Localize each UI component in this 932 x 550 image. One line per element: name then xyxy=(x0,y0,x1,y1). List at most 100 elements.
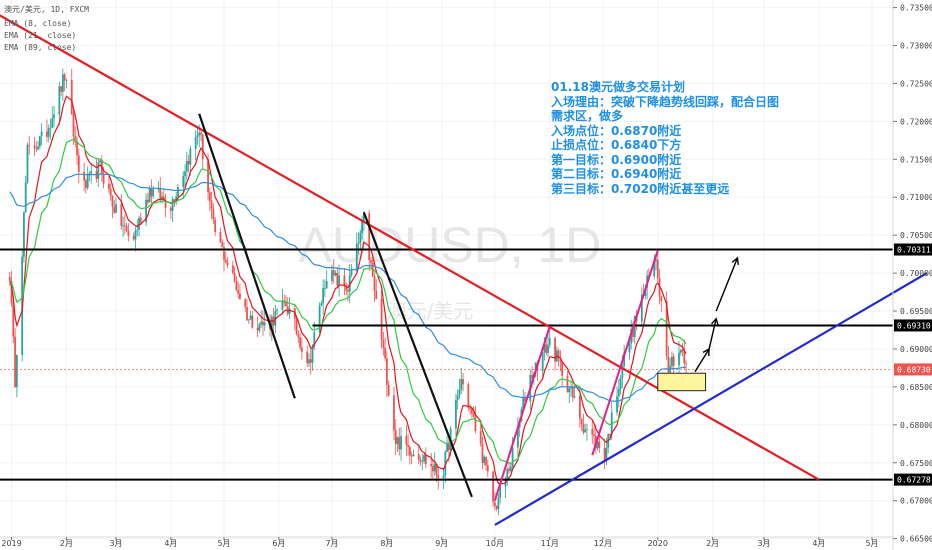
candle-body xyxy=(605,447,608,461)
candle-body xyxy=(348,275,351,292)
candle-body xyxy=(194,137,197,149)
candle-body xyxy=(628,343,631,353)
ema8-line xyxy=(9,95,687,485)
candle-body xyxy=(462,378,464,385)
diagonal-channel-line xyxy=(198,113,296,399)
price-axis[interactable]: 0.73500 0.73000 0.72500 0.72000 0.71500 0.710… xyxy=(892,0,932,550)
candle-body xyxy=(164,200,167,208)
time-tick-label: 5月 xyxy=(217,539,230,548)
candle-body xyxy=(15,354,18,388)
candle-body xyxy=(655,259,657,261)
candle-body xyxy=(331,270,333,282)
candle-body xyxy=(200,132,202,135)
candle-body xyxy=(665,301,668,357)
candle-body xyxy=(580,418,583,424)
candle-body xyxy=(617,389,620,397)
candle-body xyxy=(506,468,509,479)
candle-body xyxy=(474,416,477,431)
candle-body xyxy=(145,199,147,223)
trade-plan: 01.18澳元做多交易计划 入场理由：突破下降趋势线回踩，配合日图 需求区，做多… xyxy=(551,80,779,196)
candle-body xyxy=(671,356,673,367)
candle-body xyxy=(162,196,165,201)
plan-line-reason: 入场理由：突破下降趋势线回踩，配合日图 xyxy=(551,94,780,109)
candle-body xyxy=(10,280,13,304)
candle-body xyxy=(297,334,300,338)
candle-body xyxy=(221,242,224,248)
candle-body xyxy=(233,272,236,282)
time-tick-label: 3月 xyxy=(757,539,770,548)
time-tick-label: 4月 xyxy=(812,539,825,548)
candle-body xyxy=(619,377,622,390)
candle-body xyxy=(679,349,682,353)
time-tick-label: 5月 xyxy=(865,539,878,548)
chart-drawings[interactable]: 0.70311 0.69310 0.67278 0.68730 xyxy=(0,0,932,526)
candle-body xyxy=(586,429,588,431)
price-tick-label: 0.73500 xyxy=(900,4,932,13)
candle-body xyxy=(136,229,139,231)
candle-body xyxy=(430,463,433,467)
candle-body xyxy=(295,318,298,335)
candle-body xyxy=(8,276,11,281)
candle-body xyxy=(334,272,337,276)
candle-body xyxy=(169,207,172,211)
diagonal-channel-line xyxy=(362,212,473,498)
candle-body xyxy=(419,459,422,462)
candle-body xyxy=(237,290,240,294)
candle-body xyxy=(306,351,309,364)
candle-body xyxy=(368,213,371,260)
candle-body xyxy=(208,192,211,201)
price-tick-label: 0.71500 xyxy=(900,155,932,164)
candle-body xyxy=(239,293,241,300)
candle-body xyxy=(382,339,385,348)
candle-body xyxy=(591,429,594,435)
candle-body xyxy=(214,219,217,232)
candle-body xyxy=(656,259,659,279)
price-tick-label: 0.69500 xyxy=(900,307,932,316)
candle-body xyxy=(138,217,140,230)
candle-body xyxy=(396,437,399,444)
candle-body xyxy=(359,233,362,243)
candle-body xyxy=(573,396,576,398)
time-axis[interactable]: 2019 2月 3月 4月 5月 6月 7月 8月 9月 10月 11月 12月 2020 2月 3月 4月 5… xyxy=(0,536,893,548)
candle-body xyxy=(332,270,335,276)
candle-body xyxy=(244,299,247,308)
candle-body xyxy=(568,388,571,393)
ema89-line xyxy=(9,173,687,402)
candle-body xyxy=(161,196,163,200)
candle-body xyxy=(497,497,500,509)
candle-body xyxy=(313,332,316,347)
time-tick-label: 10月 xyxy=(486,539,504,548)
candle-body xyxy=(189,148,192,165)
candle-body xyxy=(559,358,562,362)
candle-body xyxy=(173,199,176,203)
symbol-line: 澳元/美元, 1D, FXCM xyxy=(4,5,89,14)
candle-body xyxy=(24,182,27,213)
candle-body xyxy=(385,358,388,386)
candle-body xyxy=(566,375,569,393)
candle-body xyxy=(336,272,339,286)
candle-body xyxy=(35,148,38,150)
level-price-tag xyxy=(894,319,932,332)
candle-body xyxy=(14,336,16,388)
candle-body xyxy=(511,447,514,467)
candle-body xyxy=(249,315,252,320)
level-price-label: 0.69310 xyxy=(897,321,931,330)
candle-body xyxy=(479,430,482,444)
watermark-symbol: AUDUSD, 1D xyxy=(299,217,602,273)
candle-body xyxy=(678,352,680,366)
candle-body xyxy=(146,199,149,203)
time-tick-label: 8月 xyxy=(380,539,393,548)
candle-body xyxy=(433,463,436,472)
candle-body xyxy=(281,300,284,310)
candle-body xyxy=(288,308,291,314)
plan-title: 01.18澳元做多交易计划 xyxy=(551,80,685,94)
candle-body xyxy=(524,397,526,402)
candle-body xyxy=(26,144,29,183)
candle-body xyxy=(667,356,670,373)
candle-body xyxy=(350,270,353,276)
candle-body xyxy=(132,236,135,240)
candle-body xyxy=(72,114,75,136)
candle-body xyxy=(171,199,174,211)
